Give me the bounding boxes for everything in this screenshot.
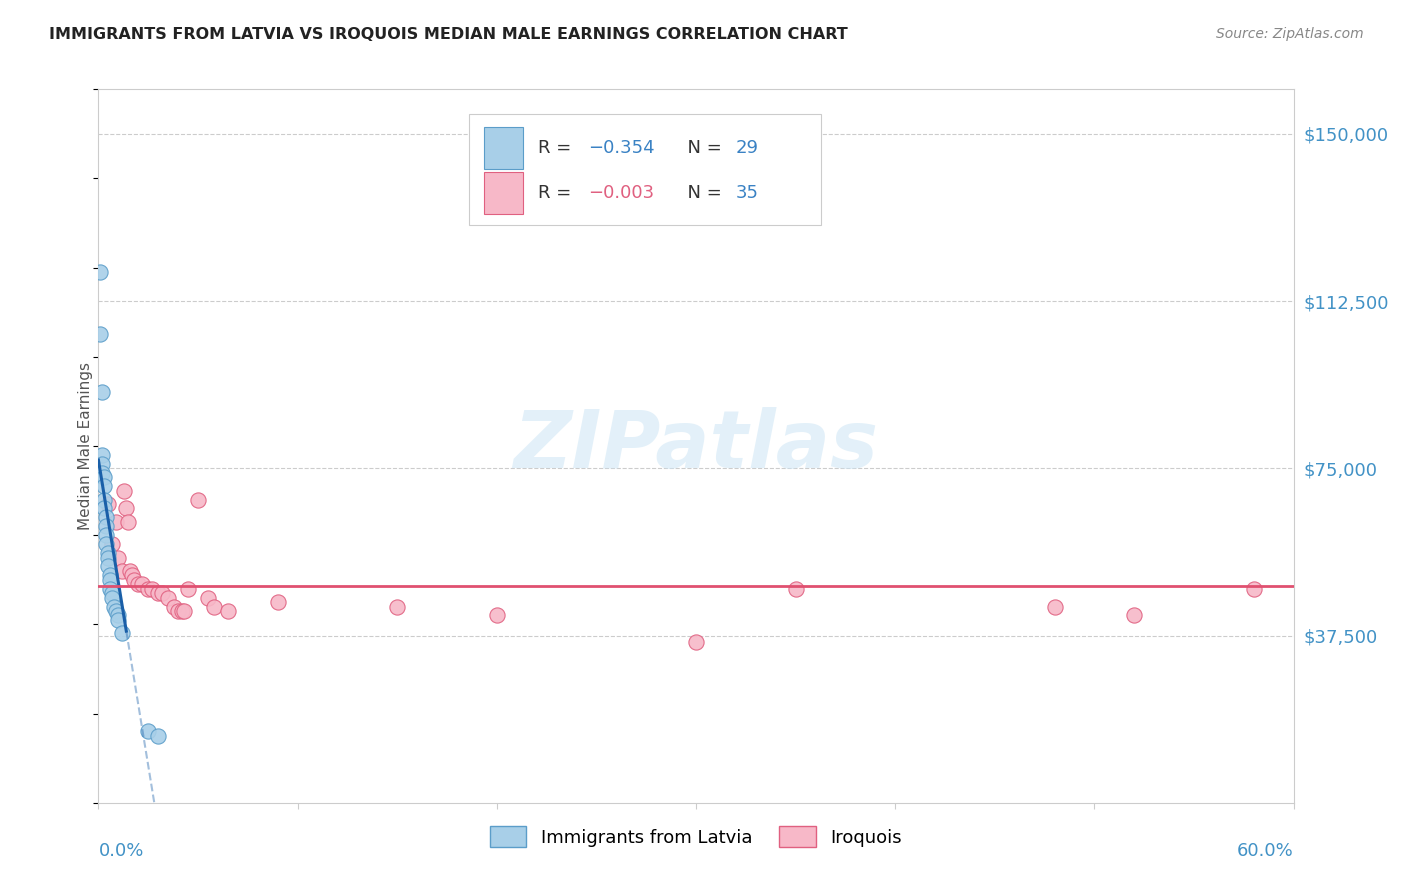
Point [197, 591, 219, 605]
Point [103, 599, 125, 614]
Point [91, 466, 114, 480]
Point [91, 385, 114, 400]
Point [112, 483, 135, 498]
Point [97, 550, 120, 565]
Point [97, 559, 120, 574]
Text: −0.354: −0.354 [589, 139, 655, 157]
Point [96, 510, 118, 524]
Point [93, 470, 115, 484]
Point [150, 586, 173, 600]
Point [131, 577, 153, 591]
Point [148, 586, 170, 600]
Point [172, 604, 194, 618]
Text: R =: R = [538, 139, 578, 157]
Point [136, 724, 159, 739]
Point [91, 448, 114, 462]
Point [187, 492, 209, 507]
Point [136, 582, 159, 596]
Text: IMMIGRANTS FROM LATVIA VS IROQUOIS MEDIAN MALE EARNINGS CORRELATION CHART: IMMIGRANTS FROM LATVIA VS IROQUOIS MEDIA… [49, 27, 848, 42]
Point [96, 537, 118, 551]
Point [101, 591, 124, 605]
Point [1243, 582, 1265, 596]
FancyBboxPatch shape [485, 172, 523, 214]
Point [101, 586, 124, 600]
Point [105, 604, 128, 618]
Point [485, 608, 508, 623]
Point [97, 546, 120, 560]
FancyBboxPatch shape [485, 127, 523, 169]
Point [173, 604, 195, 618]
Text: R =: R = [538, 184, 578, 202]
Text: −0.003: −0.003 [589, 184, 655, 202]
Legend: Immigrants from Latvia, Iroquois: Immigrants from Latvia, Iroquois [484, 819, 908, 855]
Point [96, 528, 118, 542]
Point [98, 582, 122, 596]
Point [105, 515, 128, 529]
Point [177, 582, 200, 596]
Text: N =: N = [676, 184, 727, 202]
Text: 60.0%: 60.0% [1237, 842, 1294, 860]
Text: 35: 35 [735, 184, 758, 202]
Y-axis label: Median Male Earnings: Median Male Earnings [77, 362, 93, 530]
Point [98, 568, 122, 582]
Point [141, 582, 163, 596]
Point [217, 604, 239, 618]
Point [117, 515, 139, 529]
Text: ZIPatlas: ZIPatlas [513, 407, 879, 485]
Point [1123, 608, 1146, 623]
Point [96, 519, 118, 533]
Point [93, 501, 115, 516]
Point [97, 497, 120, 511]
Point [685, 635, 707, 649]
FancyBboxPatch shape [470, 114, 821, 225]
Point [91, 457, 114, 471]
Point [120, 564, 142, 578]
Point [107, 550, 129, 565]
Point [107, 608, 129, 623]
Point [107, 613, 129, 627]
Point [157, 591, 180, 605]
Text: 29: 29 [735, 139, 758, 157]
Point [98, 573, 122, 587]
Point [148, 729, 170, 743]
Point [163, 599, 186, 614]
Point [202, 599, 225, 614]
Point [785, 582, 807, 596]
Point [121, 568, 143, 582]
Point [1043, 599, 1066, 614]
Point [93, 479, 115, 493]
Point [89, 265, 111, 279]
Point [267, 595, 290, 609]
Point [124, 573, 146, 587]
Point [111, 626, 134, 640]
Point [111, 564, 134, 578]
Point [127, 577, 149, 591]
Point [115, 501, 138, 516]
Point [101, 537, 124, 551]
Text: N =: N = [676, 139, 727, 157]
Text: 0.0%: 0.0% [98, 842, 143, 860]
Text: Source: ZipAtlas.com: Source: ZipAtlas.com [1216, 27, 1364, 41]
Point [167, 604, 190, 618]
Point [89, 327, 111, 342]
Point [93, 492, 115, 507]
Point [385, 599, 409, 614]
